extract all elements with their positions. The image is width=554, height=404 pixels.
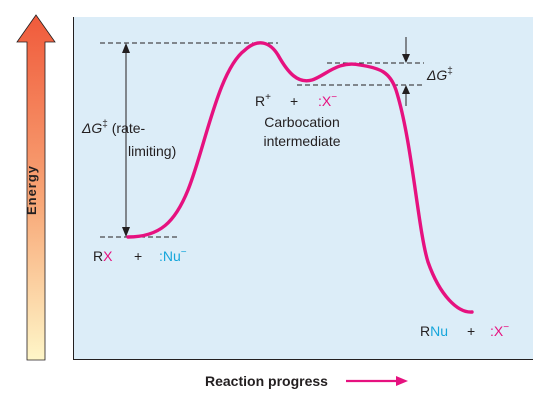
dg-left-label-line2: limiting): [128, 143, 176, 159]
intermediate-name-line2: intermediate: [263, 133, 340, 149]
product-leaving-group: :X: [490, 323, 504, 339]
dg-left-arrow-head-top: [122, 43, 130, 53]
product-r: R: [420, 323, 430, 339]
dg-right-dagger: ‡: [447, 66, 453, 77]
energy-axis-label: Energy: [24, 165, 39, 215]
products: RNu + :X−: [420, 322, 509, 339]
reactant-nucleophile: :Nu: [159, 248, 181, 264]
intermediate-name-line1: Carbocation: [264, 114, 340, 130]
reactant-x: X: [103, 248, 113, 264]
reactant-r: R: [93, 248, 103, 264]
dg-right-arrow-top-head: [402, 54, 410, 63]
dg-right-symbol: ΔG: [426, 67, 447, 83]
plot-panel: [73, 17, 533, 360]
intermediate-plus: +: [290, 93, 298, 109]
dg-left-arrow-head-bottom: [122, 227, 130, 237]
x-axis-arrow-head: [396, 376, 408, 386]
dg-right-label: ΔG‡: [426, 66, 453, 83]
product-x-charge: −: [503, 322, 509, 333]
intermediate-r: R: [255, 93, 265, 109]
dg-right-arrow-bottom-head: [402, 85, 410, 94]
x-axis-label: Reaction progress: [205, 373, 328, 389]
intermediate-species: R+ +:X−: [255, 92, 337, 109]
energy-curve: [126, 41, 474, 314]
product-plus: +: [467, 323, 475, 339]
dg-left-symbol: ΔG: [81, 120, 102, 136]
dg-left-text-1: (rate-: [108, 120, 146, 136]
reactant-nu-charge: −: [181, 247, 187, 258]
dg-left-label: ΔG‡ (rate-: [81, 119, 146, 136]
product-nu: Nu: [430, 323, 448, 339]
energy-axis-arrow: [16, 14, 56, 361]
intermediate-r-charge: +: [265, 92, 271, 103]
dg-left-dagger: ‡: [102, 119, 108, 130]
intermediate-leaving-group: :X: [318, 93, 332, 109]
intermediate-x-charge: −: [331, 92, 337, 103]
reactants: RX + :Nu−: [93, 247, 187, 264]
reactant-plus: +: [134, 248, 142, 264]
